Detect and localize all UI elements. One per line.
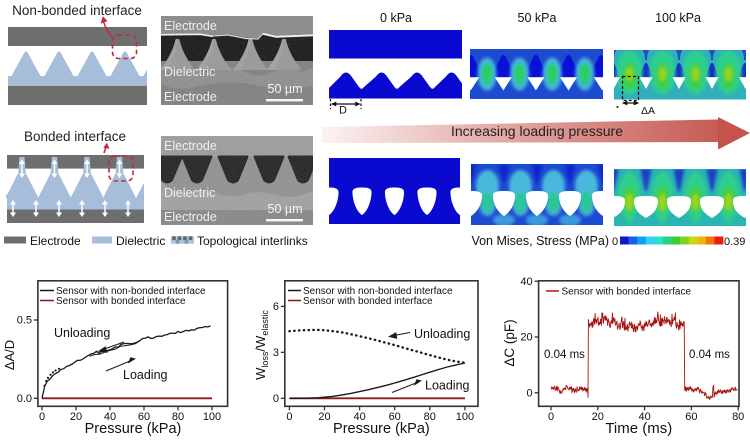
svg-text:80: 80 (424, 411, 436, 423)
svg-text:ΔA: ΔA (641, 105, 655, 117)
svg-text:40: 40 (520, 276, 532, 288)
svg-text:60: 60 (138, 411, 150, 423)
svg-text:0: 0 (612, 236, 618, 248)
svg-text:Unloading: Unloading (54, 326, 110, 340)
svg-text:0: 0 (526, 388, 532, 400)
svg-text:D: D (339, 105, 347, 117)
svg-text:80: 80 (172, 411, 184, 423)
svg-text:0.5: 0.5 (17, 315, 32, 327)
svg-text:50 µm: 50 µm (268, 82, 303, 96)
svg-text:Unloading: Unloading (414, 327, 470, 341)
svg-text:Pressure (kPa): Pressure (kPa) (85, 421, 182, 437)
svg-text:ΔC (pF): ΔC (pF) (502, 319, 517, 366)
svg-text:0: 0 (273, 393, 279, 405)
svg-text:Dielectric: Dielectric (164, 65, 215, 79)
svg-text:20: 20 (70, 411, 82, 423)
svg-text:6: 6 (273, 301, 279, 313)
svg-text:Sensor with non-bonded interfa: Sensor with non-bonded interface (303, 286, 453, 297)
svg-text:0: 0 (39, 411, 45, 423)
svg-text:0: 0 (548, 411, 554, 423)
svg-text:Topological interlinks: Topological interlinks (197, 234, 308, 248)
svg-text:Electrode: Electrode (164, 19, 217, 33)
svg-text:Sensor with non-bonded interfa: Sensor with non-bonded interface (56, 286, 206, 297)
svg-text:Sensor with bonded interface: Sensor with bonded interface (56, 296, 186, 307)
svg-text:0.04 ms: 0.04 ms (544, 349, 585, 361)
svg-text:Electrode: Electrode (164, 139, 217, 153)
svg-text:40: 40 (638, 411, 650, 423)
svg-text:100 kPa: 100 kPa (655, 11, 701, 25)
svg-text:Dielectric: Dielectric (116, 234, 165, 248)
svg-text:Sensor with bonded interface: Sensor with bonded interface (303, 296, 433, 307)
svg-text:ΔA/D: ΔA/D (2, 340, 17, 370)
svg-text:Bonded interface: Bonded interface (24, 129, 126, 144)
svg-text:Dielectric: Dielectric (164, 186, 215, 200)
svg-text:20: 20 (592, 411, 604, 423)
svg-text:0 kPa: 0 kPa (380, 11, 412, 25)
svg-text:3: 3 (273, 347, 279, 359)
svg-text:100: 100 (203, 411, 221, 423)
svg-text:Von Mises, Stress (MPa): Von Mises, Stress (MPa) (471, 234, 609, 248)
svg-text:60: 60 (389, 411, 401, 423)
svg-text:0: 0 (286, 411, 292, 423)
svg-text:Wloss/Welastic: Wloss/Welastic (253, 310, 270, 380)
svg-text:Non-bonded interface: Non-bonded interface (12, 3, 142, 18)
svg-text:100: 100 (456, 411, 474, 423)
svg-text:60: 60 (685, 411, 697, 423)
svg-text:Loading: Loading (123, 368, 168, 382)
svg-text:40: 40 (353, 411, 365, 423)
svg-text:Electrode: Electrode (164, 90, 217, 104)
svg-text:40: 40 (104, 411, 116, 423)
svg-text:0.0: 0.0 (17, 393, 32, 405)
svg-text:Electrode: Electrode (30, 234, 81, 248)
svg-text:Time (ms): Time (ms) (605, 420, 672, 437)
svg-text:20: 20 (520, 332, 532, 344)
svg-text:Loading: Loading (425, 379, 470, 393)
svg-text:50 µm: 50 µm (268, 202, 303, 216)
svg-text:Pressure (kPa): Pressure (kPa) (333, 421, 430, 437)
svg-text:0.04 ms: 0.04 ms (689, 349, 730, 361)
svg-text:80: 80 (732, 411, 744, 423)
svg-text:Increasing loading pressure: Increasing loading pressure (451, 123, 623, 139)
svg-text:50 kPa: 50 kPa (518, 11, 557, 25)
svg-text:Electrode: Electrode (164, 210, 217, 224)
svg-text:Sensor with bonded interface: Sensor with bonded interface (562, 287, 692, 298)
svg-text:20: 20 (318, 411, 330, 423)
svg-text:0.39: 0.39 (724, 236, 745, 248)
